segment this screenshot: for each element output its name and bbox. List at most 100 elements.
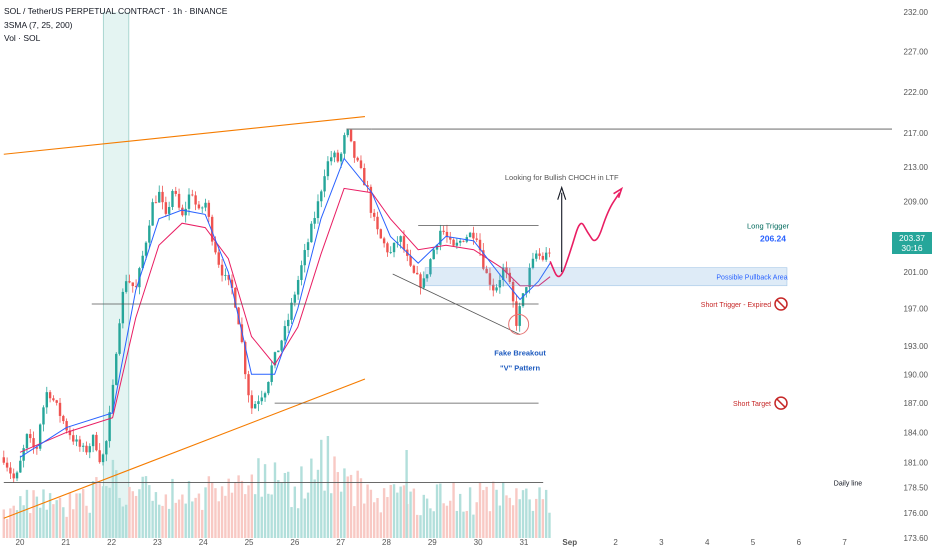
volume-bar <box>75 493 78 538</box>
volume-bar <box>465 510 468 538</box>
volume-bar <box>452 482 455 538</box>
candle-body <box>468 232 472 238</box>
candle-body <box>415 272 419 275</box>
session-highlight-band <box>103 12 129 538</box>
price-axis-label: 181.00 <box>904 458 929 467</box>
candle-body <box>462 240 465 242</box>
candle-body <box>472 232 475 239</box>
pullback-zone <box>424 267 788 287</box>
candle-body <box>544 252 548 260</box>
volume-bar <box>197 493 201 538</box>
choch-arrow-head <box>557 185 567 200</box>
candle-body <box>75 439 78 442</box>
volume-bar <box>65 516 68 538</box>
candle-body <box>458 240 462 243</box>
candle-body <box>442 230 445 232</box>
candle-body <box>296 279 300 295</box>
candle-body <box>475 238 478 240</box>
candle-body <box>250 395 254 409</box>
volume-bar <box>359 478 363 538</box>
candle-body <box>95 434 98 451</box>
candle-body <box>154 202 158 203</box>
candle-body <box>191 194 194 196</box>
wedge-support-line <box>392 273 521 335</box>
volume-bar <box>300 466 303 538</box>
volume-bar <box>306 492 310 538</box>
candle-body <box>273 352 277 366</box>
time-axis-label: 2 <box>613 538 618 547</box>
candle-body <box>101 454 105 463</box>
volume-bar <box>412 488 416 538</box>
price-axis-label: 178.50 <box>904 484 929 493</box>
volume-indicator-label[interactable]: Vol · SOL <box>4 33 41 43</box>
candle-body <box>204 202 207 208</box>
candle-body <box>108 412 111 442</box>
candle-body <box>389 252 392 253</box>
volume-bar <box>349 474 353 538</box>
time-axis-label: 27 <box>336 538 345 547</box>
candle-body <box>376 216 379 230</box>
candle-body <box>270 365 273 382</box>
volume-bar <box>498 505 502 538</box>
candle-body <box>316 201 320 219</box>
volume-bar <box>144 476 148 538</box>
candle-body <box>382 238 386 244</box>
candle-body <box>349 129 353 142</box>
volume-bar <box>191 501 194 538</box>
volume-bar <box>353 506 356 538</box>
candle-body <box>320 191 323 202</box>
candle-body <box>78 439 82 447</box>
price-axis-label: 173.60 <box>904 534 929 543</box>
volume-bar <box>270 494 273 538</box>
volume-bar <box>35 496 39 538</box>
volume-bar <box>15 510 19 538</box>
volume-bar <box>207 476 211 538</box>
candle-body <box>359 160 363 169</box>
candle-body <box>115 353 118 385</box>
volume-bar <box>296 508 300 538</box>
candle-body <box>538 253 541 256</box>
volume-bar <box>505 495 508 538</box>
candle-body <box>91 434 95 447</box>
short-trigger-expired-icon <box>774 297 788 311</box>
volume-bar <box>528 499 531 538</box>
upper-trendline <box>3 116 365 155</box>
volume-bar <box>310 458 313 538</box>
last-price-tag: 203.37 30:16 <box>892 232 932 254</box>
candle-body <box>194 195 197 205</box>
volume-bar <box>184 503 187 538</box>
candle-body <box>356 157 359 161</box>
candle-body <box>227 274 230 280</box>
price-axis-label: 176.00 <box>904 509 929 518</box>
candle-body <box>230 279 234 288</box>
long-trigger-price: 206.24 <box>760 233 786 243</box>
time-axis-label: 3 <box>659 538 664 547</box>
candle-body <box>425 274 429 279</box>
ma-indicator-label[interactable]: 3SMA (7, 25, 200) <box>4 20 73 30</box>
volume-bar <box>472 514 475 538</box>
volume-bar <box>138 489 141 538</box>
candle-body <box>283 326 287 341</box>
candle-body <box>435 244 439 250</box>
volume-bar <box>277 480 280 538</box>
volume-bar <box>372 502 376 538</box>
volume-bar <box>316 469 320 538</box>
volume-bar <box>32 490 35 538</box>
candle-body <box>234 287 237 308</box>
time-axis-label: 29 <box>428 538 437 547</box>
candle-body <box>313 218 316 224</box>
candle-body <box>429 259 432 275</box>
candle-body <box>300 265 303 280</box>
volume-bar <box>445 505 449 538</box>
price-axis-label: 201.00 <box>904 268 929 277</box>
candle-body <box>488 273 492 285</box>
candle-body <box>293 294 297 303</box>
candle-body <box>419 274 422 288</box>
candle-body <box>244 342 247 375</box>
volume-group <box>2 436 551 538</box>
fake-breakout-circle <box>508 313 530 335</box>
volume-bar <box>85 505 88 538</box>
volume-bar <box>115 470 118 538</box>
